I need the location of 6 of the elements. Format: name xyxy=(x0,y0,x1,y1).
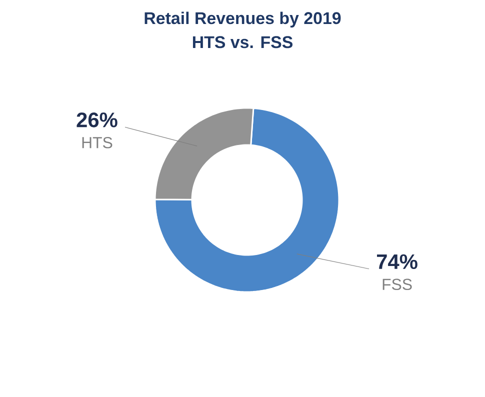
data-label: 74% xyxy=(376,254,418,270)
chart-subtitle: HTS vs. FSS xyxy=(192,36,293,48)
data-label: 26% xyxy=(76,112,118,128)
chart-title: Retail Revenues by 2019 xyxy=(144,12,341,28)
slice-label: HTS xyxy=(82,136,112,148)
slice-label: FSS xyxy=(382,278,412,290)
